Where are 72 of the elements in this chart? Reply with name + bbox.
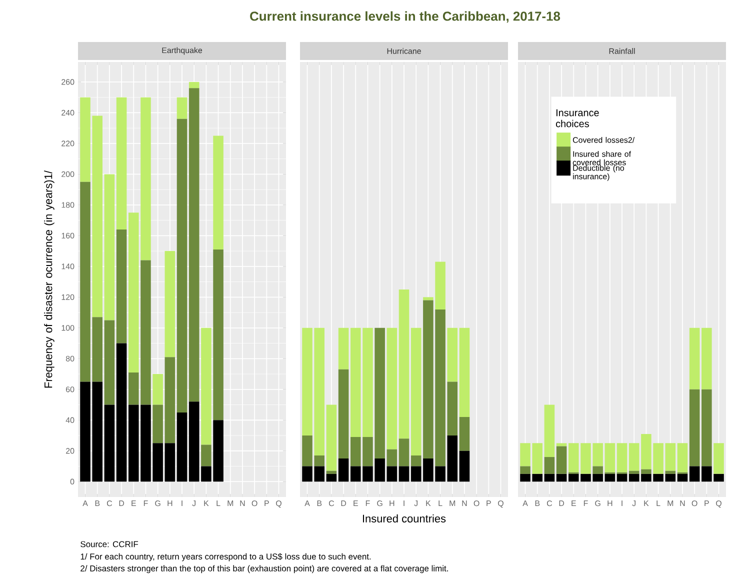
bar [544,474,555,482]
bar [410,466,422,482]
bar [164,443,176,482]
bar [176,412,188,482]
bar [326,470,337,474]
bar [556,443,567,446]
bar [164,251,176,358]
bar [152,374,163,405]
bar [338,458,349,482]
bar [689,328,700,390]
bar [213,136,224,250]
bar [447,328,458,382]
bar [104,404,115,482]
text: 1/ For each country, return years correspond to a US$ loss due to such event. [80,553,371,562]
bar [326,474,337,482]
bar [398,466,410,482]
legend-title: Insurance choices [556,109,599,128]
bar [116,97,127,230]
text: 2/ Disasters stronger than the top of this bar (exhaustion point) are covered at a flat coverage limit. [80,565,448,574]
bar [628,474,640,482]
bar [176,97,188,119]
bar [386,328,398,450]
y-axis-title: Frequency of disaster ocurrence (in years)1/ [44,170,54,388]
bar [459,450,470,482]
bar [556,474,567,482]
source-note: Source: CCRIF [80,541,138,548]
bar [604,474,616,482]
bar [520,466,530,474]
bar [556,446,567,474]
bar [398,289,410,439]
bar [677,474,688,482]
bar [164,357,176,444]
bar [386,466,398,482]
bar [544,404,555,458]
bar [677,443,688,472]
bar [188,82,200,88]
bar [201,444,212,466]
bar [702,389,712,466]
bar [544,457,555,474]
bar [176,118,188,412]
bar [398,438,410,466]
bar [188,402,200,482]
bar [616,474,628,482]
bar [104,174,115,320]
bar [326,404,337,471]
bar [641,469,652,474]
bar [338,369,349,459]
bar [213,250,224,420]
bar [628,443,640,471]
bar [104,320,115,405]
bar [201,328,212,445]
chart-title: Current insurance levels in the Caribbean, 2017-18 [250,11,560,23]
bar [188,88,200,402]
bar [410,455,422,466]
bar [338,328,349,370]
bar [689,389,700,466]
x-axis-title: Insured countries [362,514,446,522]
bar [459,328,470,418]
bar [152,404,163,444]
bar [604,443,616,472]
bar [628,470,640,474]
bar [714,443,724,474]
bar [116,343,127,482]
bar [116,230,127,344]
bar [592,466,603,474]
bar [665,470,676,474]
bar [689,466,700,482]
bar [702,328,712,390]
bar [459,417,470,451]
bar [616,443,628,472]
bar [410,328,422,456]
bar [386,449,398,466]
